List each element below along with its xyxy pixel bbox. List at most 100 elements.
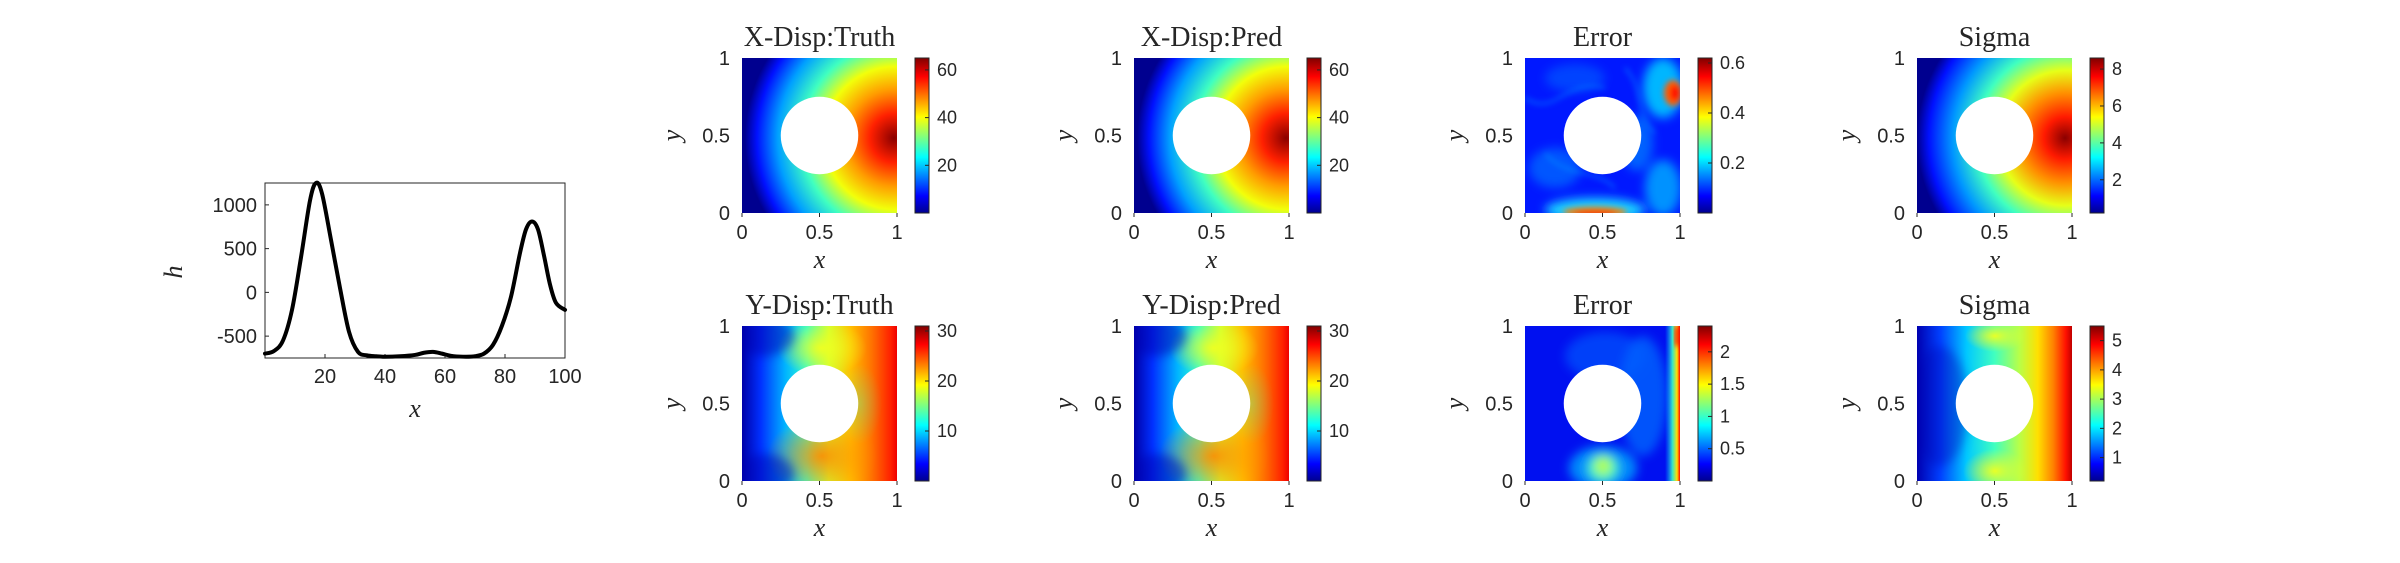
colorbar-tick-label: 2 <box>2112 170 2122 190</box>
heatmap-field <box>1917 58 2072 213</box>
panel-xlabel: x <box>1205 513 1218 542</box>
panel-xlabel: x <box>813 245 826 274</box>
colorbar-tick-label: 2 <box>2112 418 2122 438</box>
panel-xtick-label: 0 <box>1128 222 1139 244</box>
colorbar <box>914 57 930 214</box>
heatmap-field <box>1917 326 2072 481</box>
colorbar-tick-label: 60 <box>937 60 957 80</box>
panel-xtick-label: 1 <box>891 490 902 512</box>
colorbar-tick-label: 20 <box>1329 155 1349 175</box>
panel-xtick-label: 0.5 <box>1589 490 1617 512</box>
line-plot-axes-box <box>264 182 566 359</box>
panel-ytick-label: 0 <box>719 203 730 225</box>
panel-xtick-label: 1 <box>1674 490 1685 512</box>
line-plot-ylabel: h <box>159 266 188 279</box>
panel-ytick-label: 0 <box>719 471 730 493</box>
panel-ytick-label: 0.5 <box>1877 394 1905 416</box>
colorbar-tick-label: 5 <box>2112 331 2122 351</box>
panel-ytick-label: 0.5 <box>702 394 730 416</box>
panel-ylabel: y <box>1832 129 1861 144</box>
line-ytick-label: 0 <box>246 282 257 304</box>
panel-xtick-label: 0 <box>1128 490 1139 512</box>
colorbar <box>914 325 930 482</box>
heatmap-field <box>1525 326 1680 481</box>
panel-ylabel: y <box>1832 397 1861 412</box>
heatmap-panel: X-Disp:Truth 0 0.5 1 0 0.5 1 x y 60 40 20 <box>657 22 957 274</box>
colorbar-tick-label: 1 <box>1720 406 1730 426</box>
panel-ytick-label: 0.5 <box>1094 394 1122 416</box>
panel-xtick-label: 1 <box>1283 490 1294 512</box>
panel-xtick-label: 0 <box>1519 222 1530 244</box>
hole-mask <box>1563 96 1642 175</box>
panel-xtick-label: 0.5 <box>806 222 834 244</box>
colorbar-tick-label: 2 <box>1720 342 1730 362</box>
panel-xtick-label: 0 <box>1519 490 1530 512</box>
panel-ytick-label: 1 <box>719 48 730 70</box>
panel-title: Y-Disp:Pred <box>1142 290 1280 321</box>
panel-xtick-label: 1 <box>891 222 902 244</box>
colorbar-tick-label: 1.5 <box>1720 374 1745 394</box>
panel-xtick-label: 0 <box>736 222 747 244</box>
hole-mask <box>1172 96 1251 175</box>
panel-title: Error <box>1573 22 1633 53</box>
panel-ytick-label: 1 <box>1502 48 1513 70</box>
panel-xlabel: x <box>1596 513 1609 542</box>
panel-xlabel: x <box>1988 245 2001 274</box>
panel-title: Sigma <box>1959 290 2031 321</box>
line-ytick-label: -500 <box>217 326 257 348</box>
hole-mask <box>1172 364 1251 443</box>
panel-xtick-label: 0.5 <box>1198 222 1226 244</box>
panel-ytick-label: 0 <box>1894 471 1905 493</box>
panel-title: Y-Disp:Truth <box>745 290 893 321</box>
colorbar-tick-label: 8 <box>2112 59 2122 79</box>
panel-xlabel: x <box>1205 245 1218 274</box>
line-plot-xlabel: x <box>408 394 421 423</box>
colorbar-tick-label: 1 <box>2112 448 2122 468</box>
colorbar-tick-label: 20 <box>1329 371 1349 391</box>
panel-xtick-label: 0.5 <box>1981 490 2009 512</box>
line-ytick-label: 500 <box>224 239 257 261</box>
panel-xtick-label: 1 <box>1674 222 1685 244</box>
colorbar-tick-label: 10 <box>1329 421 1349 441</box>
panel-xtick-label: 1 <box>2066 222 2077 244</box>
colorbar <box>2089 325 2105 482</box>
heatmap-panel: Error 0 0.5 1 0 0.5 1 x y 2 1.5 1 0.5 <box>1440 290 1745 542</box>
colorbar-tick-label: 0.4 <box>1720 103 1745 123</box>
panel-ytick-label: 1 <box>719 316 730 338</box>
panel-ytick-label: 0 <box>1502 471 1513 493</box>
line-ytick-label: 1000 <box>213 195 258 217</box>
heatmap-field <box>742 58 897 213</box>
panel-ytick-label: 0 <box>1111 203 1122 225</box>
panel-xtick-label: 0 <box>1911 222 1922 244</box>
colorbar-tick-label: 4 <box>2112 133 2122 153</box>
colorbar-tick-label: 0.5 <box>1720 439 1745 459</box>
heatmap-field <box>1134 326 1289 481</box>
line-plot-y-ticks: 1000 500 0 -500 <box>213 195 269 348</box>
colorbar-tick-label: 60 <box>1329 60 1349 80</box>
colorbar-tick-label: 20 <box>937 155 957 175</box>
panel-ytick-label: 1 <box>1894 316 1905 338</box>
line-plot-x-ticks: 20 40 60 80 100 <box>314 354 582 388</box>
heatmap-field <box>1134 58 1289 213</box>
panel-ytick-label: 0 <box>1111 471 1122 493</box>
heatmap-field <box>742 326 897 481</box>
panel-title: X-Disp:Pred <box>1141 22 1283 53</box>
panel-xtick-label: 0.5 <box>1981 222 2009 244</box>
panel-ylabel: y <box>1440 397 1469 412</box>
panel-title: Error <box>1573 290 1633 321</box>
hole-mask <box>1955 96 2034 175</box>
heatmap-panel: Error 0 0.5 1 0 0.5 1 x y 0.6 0.4 0.2 <box>1440 22 1745 274</box>
heatmap-field <box>1525 58 1680 213</box>
heatmap-panel: Sigma 0 0.5 1 0 0.5 1 x y 8 6 4 2 <box>1832 22 2122 274</box>
panel-xlabel: x <box>1596 245 1609 274</box>
hole-mask <box>780 364 859 443</box>
colorbar <box>1306 57 1322 214</box>
panel-ytick-label: 1 <box>1111 316 1122 338</box>
panel-ylabel: y <box>1049 129 1078 144</box>
colorbar-tick-label: 20 <box>937 371 957 391</box>
line-xtick-label: 100 <box>548 366 581 388</box>
